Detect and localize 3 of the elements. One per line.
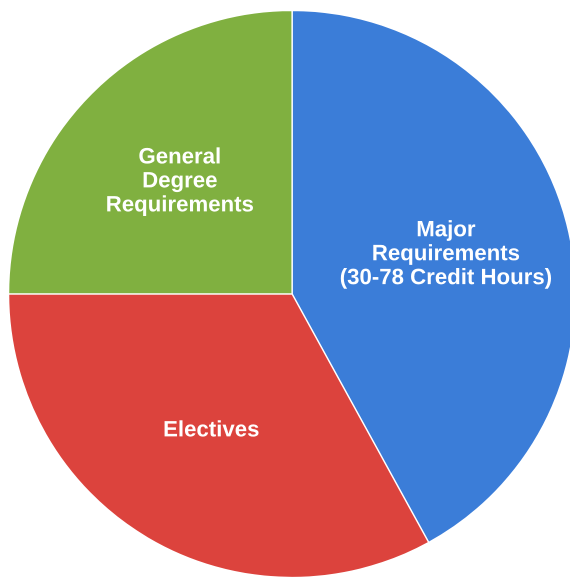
slice-label: General Degree Requirements <box>107 147 254 216</box>
slice-label: Electives <box>164 420 259 437</box>
slice-label: Major Requirements (30-78 Credit Hours) <box>340 220 552 289</box>
